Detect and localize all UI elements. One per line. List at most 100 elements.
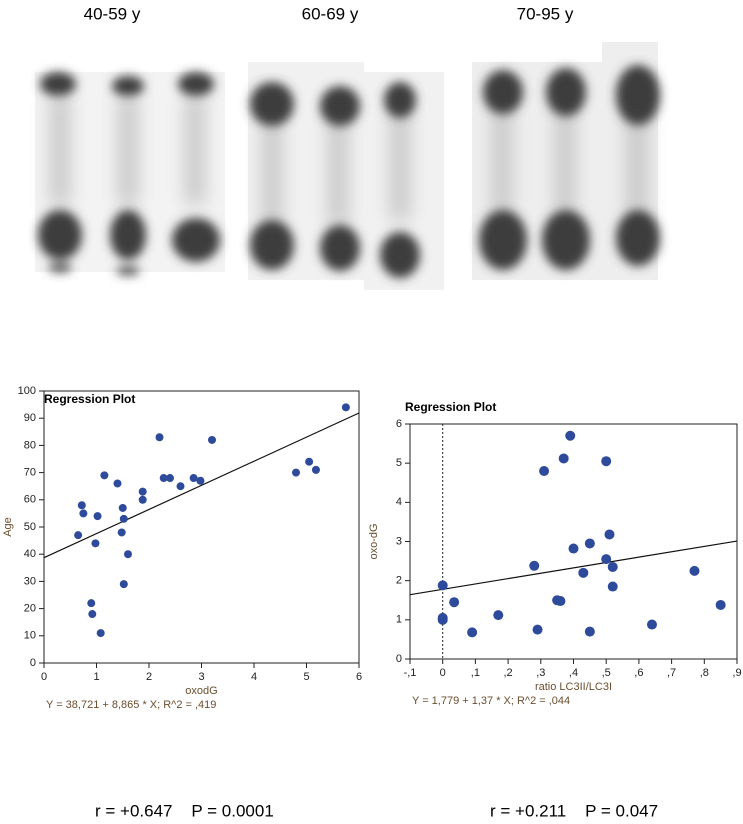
point [689, 565, 700, 576]
point [87, 599, 96, 608]
equation: Y = 1,779 + 1,37 * X; R^2 = ,044 [412, 695, 570, 707]
y-tick-label: 3 [396, 535, 402, 547]
point [166, 474, 174, 483]
x-tick-label: ,3 [536, 667, 545, 679]
point [88, 610, 97, 619]
x-tick-label: 3 [198, 671, 204, 683]
y-tick-label: 0 [396, 653, 402, 665]
point [100, 471, 109, 480]
y-tick-label: 2 [396, 575, 402, 587]
x-tick-label: ,6 [634, 667, 643, 679]
point [437, 580, 448, 591]
point [138, 487, 147, 496]
point [74, 531, 83, 540]
y-tick-label: 30 [24, 575, 36, 587]
point [118, 503, 127, 512]
equation: Y = 38,721 + 8,865 * X; R^2 = ,419 [46, 699, 216, 711]
point [77, 501, 86, 510]
point [568, 543, 579, 554]
x-tick-label: ,5 [602, 667, 611, 679]
point [91, 539, 100, 548]
point [467, 627, 478, 638]
regression-line [43, 412, 360, 559]
point [558, 453, 569, 464]
point [124, 550, 132, 559]
point [305, 457, 314, 466]
y-tick-label: 80 [24, 439, 36, 451]
chart-title: Regression Plot [405, 400, 496, 414]
point [79, 509, 88, 518]
point [96, 629, 105, 638]
x-tick-label: ,7 [667, 667, 676, 679]
point [607, 581, 618, 592]
point [601, 456, 612, 467]
x-tick-label: ,9 [732, 667, 741, 679]
point [449, 597, 460, 608]
point [341, 403, 350, 412]
point [292, 468, 300, 477]
point [159, 474, 168, 483]
blot-label: 70-95 y [517, 4, 574, 23]
y-tick-label: 60 [24, 494, 36, 506]
x-tick-label: 0 [41, 671, 47, 683]
x-tick-label: ,4 [569, 667, 578, 679]
y-tick-label: 20 [24, 603, 36, 615]
point [601, 554, 612, 565]
x-tick-label: 2 [146, 671, 152, 683]
point [119, 514, 128, 523]
x-tick-label: 5 [303, 671, 309, 683]
point [529, 560, 540, 571]
point [646, 619, 657, 630]
y-tick-label: 10 [24, 630, 36, 642]
point [539, 466, 550, 476]
point [155, 433, 164, 442]
stats: r = +0.211 P = 0.047 [490, 801, 658, 820]
y-tick-label: 1 [396, 614, 402, 626]
y-axis-label: oxo-dG [368, 523, 380, 559]
point [117, 528, 126, 537]
stats: r = +0.647 P = 0.0001 [95, 801, 274, 820]
point [176, 482, 185, 491]
x-tick-label: -,1 [404, 667, 417, 679]
x-axis-label: oxodG [185, 685, 217, 697]
blots [35, 42, 660, 290]
point [565, 430, 576, 441]
x-tick-label: 6 [356, 671, 362, 683]
point [113, 479, 122, 488]
y-tick-label: 100 [18, 385, 36, 397]
point [604, 529, 615, 540]
point [93, 512, 102, 521]
point [437, 614, 448, 625]
point [607, 561, 618, 572]
plot-frame [43, 390, 360, 664]
x-tick-label: 1 [93, 671, 99, 683]
point [493, 610, 504, 621]
y-tick-label: 4 [396, 496, 402, 508]
blot-label: 60-69 y [302, 4, 359, 23]
y-axis-label: Age [2, 517, 14, 537]
point [119, 580, 128, 589]
y-tick-label: 90 [24, 412, 36, 424]
point [196, 476, 205, 485]
regression-line [409, 540, 738, 596]
x-tick-label: 0 [440, 667, 446, 679]
point [715, 599, 726, 610]
y-tick-label: 0 [30, 657, 36, 669]
point [189, 474, 198, 483]
x-tick-label: 4 [251, 671, 257, 683]
point [311, 465, 320, 474]
x-tick-label: ,1 [471, 667, 480, 679]
point [555, 596, 566, 607]
point [584, 626, 595, 637]
y-tick-label: 70 [24, 467, 36, 479]
y-tick-label: 50 [24, 521, 36, 533]
y-tick-label: 40 [24, 548, 36, 560]
blot-label: 40-59 y [84, 4, 141, 23]
chart-title: Regression Plot [44, 392, 135, 406]
y-tick-label: 6 [396, 418, 402, 430]
point [584, 538, 595, 549]
point [208, 435, 216, 444]
y-tick-label: 5 [396, 457, 402, 469]
plot-frame [409, 423, 738, 660]
